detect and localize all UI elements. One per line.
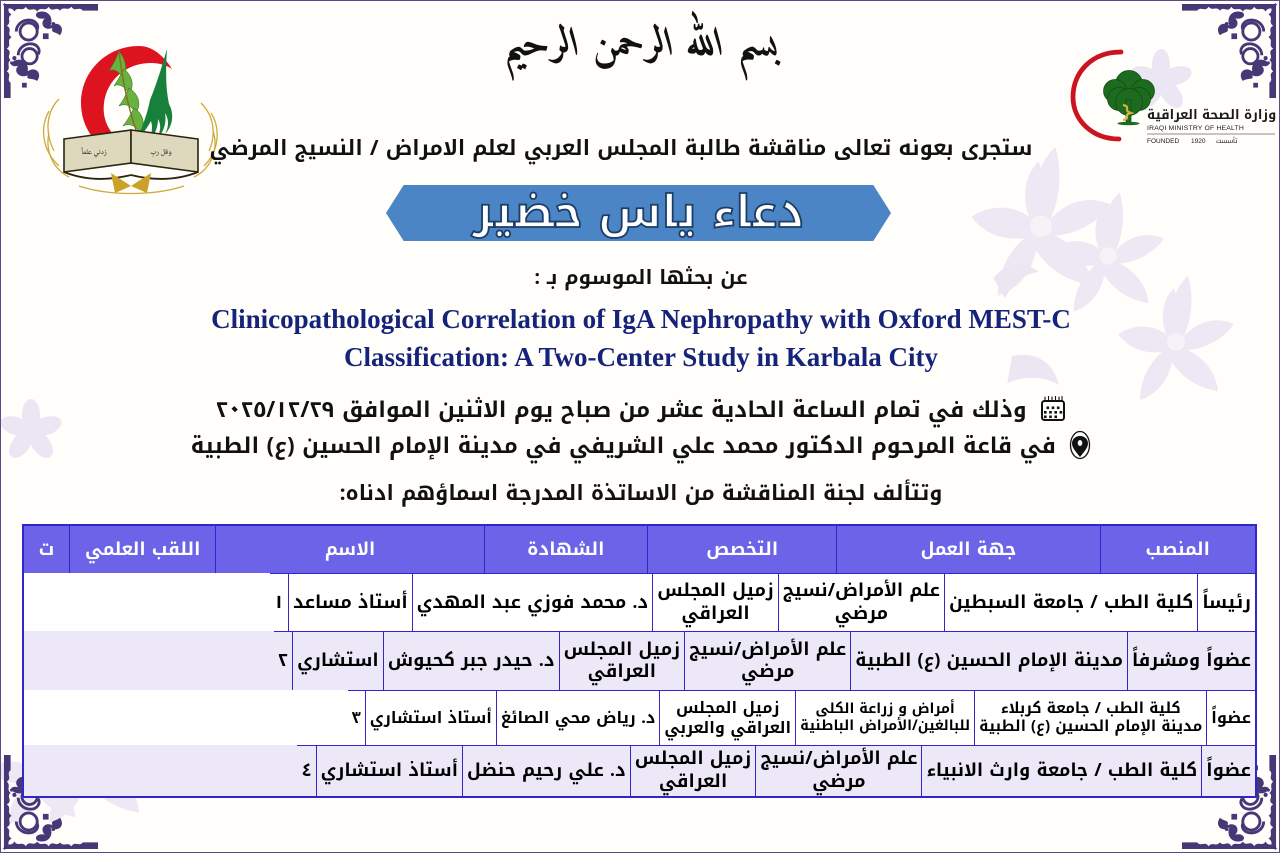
svg-text:FOUNDED: FOUNDED (1147, 138, 1179, 145)
svg-text:تأسست: تأسست (1216, 135, 1238, 147)
svg-text:IRAQI MINISTRY OF HEALTH: IRAQI MINISTRY OF HEALTH (1147, 125, 1244, 132)
svg-text:وزارة الصحة العراقية: وزارة الصحة العراقية (1147, 102, 1276, 127)
svg-text:وقل ربِ: وقل ربِ (150, 146, 172, 159)
svg-text:1920: 1920 (1191, 138, 1206, 145)
svg-text:زدني علماً: زدني علماً (81, 146, 107, 159)
